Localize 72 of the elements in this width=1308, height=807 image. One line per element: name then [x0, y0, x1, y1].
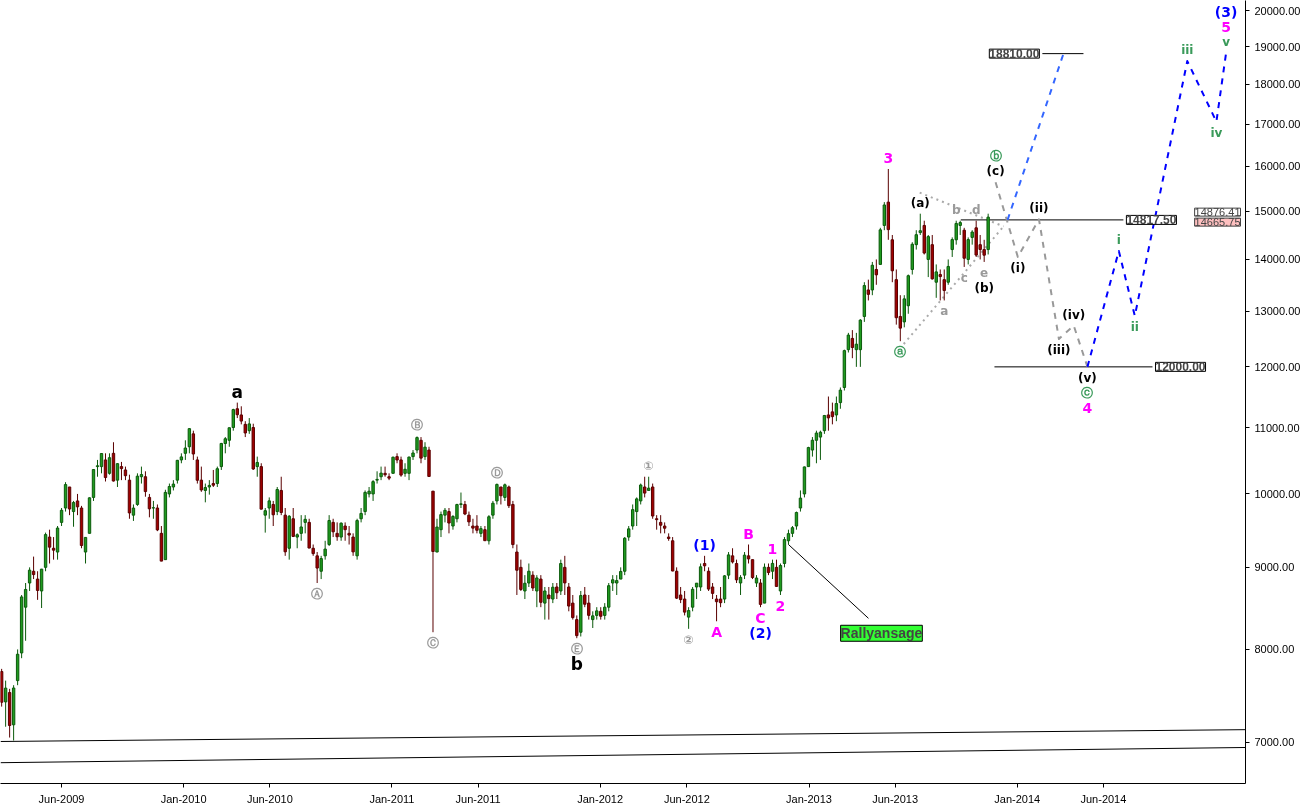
annotation: A [711, 624, 723, 641]
y-tick-label: 12000.00 [1254, 360, 1301, 373]
x-tick-label: Jun-2014 [1080, 792, 1127, 805]
x-tick-label: Jun-2011 [455, 792, 501, 805]
annotation: i [1116, 233, 1121, 248]
annotation: C [755, 610, 766, 627]
annotation: (i) [1010, 260, 1026, 275]
annotation: b [570, 654, 583, 675]
annotation: Rallyansage [840, 625, 923, 642]
x-tick-label: Jun-2009 [38, 792, 85, 805]
annotation: Ⓓ [490, 465, 503, 480]
series-label: 12000.00 [1155, 360, 1206, 375]
y-tick-label: 7000.00 [1254, 736, 1295, 749]
annotation: (2) [749, 625, 772, 642]
annotation: (ii) [1029, 201, 1049, 216]
annotation: 1 [767, 540, 778, 557]
y-tick-label: 10000.00 [1254, 487, 1301, 500]
annotation: ⓐ [894, 345, 907, 360]
annotation: 2 [775, 598, 786, 614]
annotation: Ⓒ [427, 636, 439, 651]
annotation: (v) [1078, 370, 1097, 385]
y-tick-label: 19000.00 [1254, 40, 1301, 53]
y-tick-label: 14000.00 [1254, 253, 1301, 266]
annotation: e [980, 266, 989, 281]
annotation: ② [683, 632, 694, 647]
annotation: d [971, 202, 981, 217]
annotation: (1) [693, 536, 716, 553]
y-tick-label: 20000.00 [1254, 4, 1301, 17]
annotation: c [960, 270, 968, 285]
annotation: a [940, 304, 949, 319]
y-tick-label: 16000.00 [1254, 160, 1301, 173]
y-tick-label: 18000.00 [1254, 78, 1301, 91]
y-tick-label: 17000.00 [1254, 118, 1301, 131]
x-tick-label: Jun-2012 [663, 792, 710, 805]
annotation: ⓑ [989, 149, 1002, 164]
series-label: 14817.50 [1126, 213, 1177, 228]
annotation: iv [1210, 125, 1223, 140]
annotation: 14876.41 [1194, 206, 1241, 219]
annotation: Ⓔ [570, 642, 583, 657]
series-label: 18810.00 [989, 47, 1040, 62]
annotation: ii [1130, 319, 1139, 334]
y-tick-label: 15000.00 [1254, 205, 1301, 218]
annotation: ① [643, 458, 654, 473]
x-tick-label: Jun-2013 [872, 792, 919, 805]
annotation: (a) [910, 195, 930, 210]
x-tick-label: Jan-2013 [786, 792, 832, 805]
annotation: (3) [1214, 3, 1238, 20]
annotation: v [1222, 34, 1231, 49]
annotation: 14665.75 [1194, 216, 1241, 229]
x-tick-label: Jan-2014 [994, 792, 1041, 805]
annotation: a [231, 381, 244, 402]
y-tick-label: 11000.00 [1254, 421, 1300, 434]
x-tick-label: Jan-2010 [160, 792, 207, 805]
x-tick-label: Jan-2012 [577, 792, 624, 805]
annotation: Ⓐ [311, 587, 324, 602]
y-tick-label: 13000.00 [1254, 305, 1301, 318]
annotation: 4 [1082, 399, 1093, 416]
annotation: B [743, 525, 754, 542]
annotation: 3 [883, 150, 894, 166]
y-tick-label: 9000.00 [1254, 561, 1295, 574]
x-tick-label: Jan-2011 [369, 792, 415, 805]
annotation: (iv) [1062, 307, 1086, 322]
y-tick-label: 8000.00 [1254, 643, 1295, 656]
annotation: Ⓑ [411, 418, 424, 433]
annotation: (iii) [1047, 342, 1071, 357]
x-tick-label: Jun-2010 [246, 792, 293, 805]
annotation: (c) [986, 164, 1005, 179]
annotation: ⓒ [1081, 385, 1094, 400]
annotation: (b) [974, 280, 994, 295]
annotation: 5 [1221, 18, 1231, 35]
annotation: iii [1181, 43, 1194, 58]
annotation: b [951, 202, 961, 217]
